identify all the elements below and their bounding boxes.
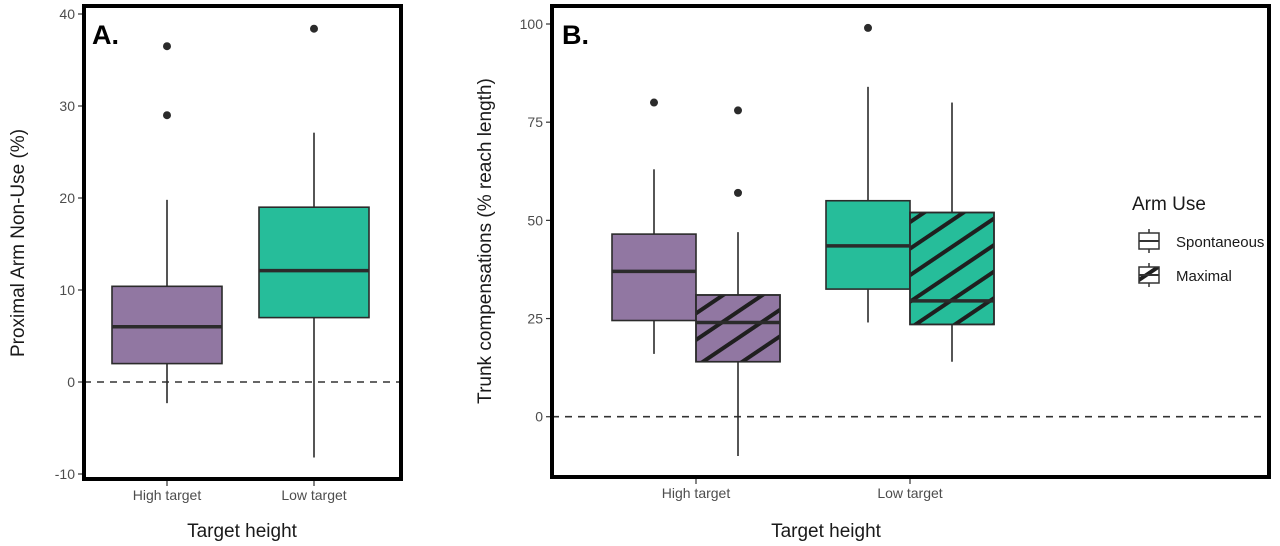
box-body [111,285,223,365]
box-stripe-overlay [909,211,995,326]
a-panel-frame [82,4,403,481]
y-tick-label: 0 [67,374,75,390]
a-y-axis-title: Proximal Arm Non-Use (%) [8,129,29,357]
y-tick-label: 100 [520,16,544,32]
y-tick-label: 40 [59,6,75,22]
b-x-axis: High target Low target [662,479,943,501]
a-plot-area [84,24,401,458]
x-tick-label: Low target [281,487,346,503]
legend-label-spontaneous: Spontaneous [1176,234,1264,251]
y-tick-label: 75 [527,114,543,130]
x-tick-label: Low target [877,485,942,501]
a-x-axis: High target Low target [133,481,347,503]
y-tick-label: 10 [59,282,75,298]
b-x-axis-title: Target height [771,521,882,542]
y-tick-label: 50 [527,212,543,228]
box-high-target-spontaneous [111,42,223,404]
legend-label-maximal: Maximal [1176,268,1232,285]
box-high-target-maximal [695,106,781,456]
a-panel-label: A. [92,20,119,50]
legend-key-spontaneous [1138,229,1160,253]
panel-a: -10 0 10 20 30 40 High target Low target A. Ta… [8,4,403,542]
legend: Arm Use Spontaneous Maximal [1132,194,1264,287]
y-tick-label: 20 [59,190,75,206]
box-stripe-overlay [695,294,781,363]
outlier-point [734,188,742,197]
outlier-point [163,42,171,51]
panel-b: 0 25 50 75 100 High target Low target B. Targ… [475,4,1271,542]
b-panel-frame [550,4,1271,479]
y-tick-label: 30 [59,98,75,114]
a-y-axis: -10 0 10 20 30 40 [55,6,82,482]
outlier-point [864,23,872,32]
box-low-target-maximal [909,102,995,362]
a-x-axis-title: Target height [187,521,298,542]
box-body [258,206,370,319]
b-plot-area [552,23,1269,456]
box-low-target-spontaneous [825,23,911,323]
y-tick-label: 0 [535,409,543,425]
outlier-point [734,106,742,115]
b-y-axis: 0 25 50 75 100 [520,16,550,425]
box-high-target-spontaneous [611,98,697,354]
outlier-point [650,98,658,107]
outlier-point [310,24,318,33]
x-tick-label: High target [133,487,202,503]
x-tick-label: High target [662,485,731,501]
y-tick-label: 25 [527,311,543,327]
outlier-point [163,111,171,120]
y-tick-label: -10 [55,466,75,482]
b-y-axis-title: Trunk compensations (% reach length) [475,78,496,404]
box-body [611,233,697,322]
box-low-target-spontaneous [258,24,370,458]
legend-title: Arm Use [1132,194,1206,215]
b-panel-label: B. [562,20,589,50]
legend-key-maximal [1138,263,1160,287]
